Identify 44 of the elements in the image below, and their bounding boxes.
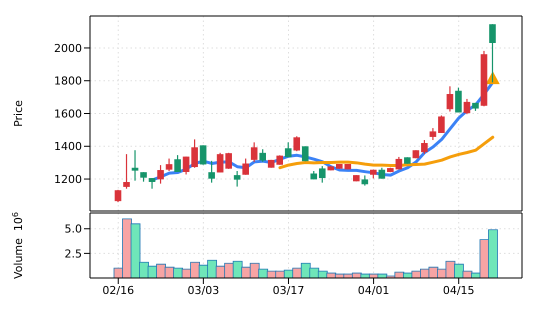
- candlestick: [259, 148, 266, 162]
- candlestick: [464, 98, 470, 115]
- y-tick-label: 5.0: [64, 222, 82, 236]
- candlestick: [242, 158, 249, 176]
- candlestick: [140, 172, 147, 182]
- candlestick: [284, 142, 292, 158]
- candlestick: [182, 156, 190, 176]
- y-tick-label: 1200: [54, 172, 82, 186]
- candlestick: [489, 24, 496, 83]
- candlestick: [123, 154, 130, 190]
- candlestick: [132, 150, 138, 182]
- candlestick: [362, 174, 368, 186]
- x-tick-label: 02/16: [102, 284, 134, 297]
- candlestick: [438, 114, 445, 134]
- candlestick: [455, 87, 462, 114]
- x-tick-label: 03/03: [188, 284, 220, 297]
- y-tick-label: 1400: [54, 140, 82, 154]
- x-tick-label: 03/17: [272, 284, 304, 297]
- y-tick-label: 2000: [54, 42, 82, 55]
- candlestick: [191, 138, 198, 168]
- candlestick: [430, 127, 436, 141]
- x-tick-label: 04/01: [358, 284, 390, 297]
- y-axis-title: Price: [12, 100, 25, 127]
- candlestick: [396, 156, 402, 170]
- y-tick-label: 1600: [54, 107, 82, 120]
- candlestick: [225, 152, 232, 170]
- candlestick: [200, 144, 206, 166]
- x-tick-label: 04/15: [442, 284, 475, 297]
- candlestick: [216, 152, 224, 174]
- y-tick-label: 2.5: [64, 247, 82, 260]
- candlestick: [318, 166, 326, 184]
- candlestick: [208, 160, 215, 184]
- line-series: [278, 136, 494, 170]
- candlestick: [174, 154, 181, 173]
- candlestick: [166, 158, 172, 172]
- candlestick: [234, 170, 240, 188]
- candlestick: [446, 86, 454, 112]
- candlestick: [421, 139, 428, 154]
- candlestick: [157, 164, 164, 184]
- candlestick: [114, 189, 122, 203]
- y-tick-label: 1800: [54, 74, 82, 88]
- candlestick: [293, 136, 300, 152]
- candlestick: [250, 142, 258, 162]
- candlestick: [148, 177, 156, 190]
